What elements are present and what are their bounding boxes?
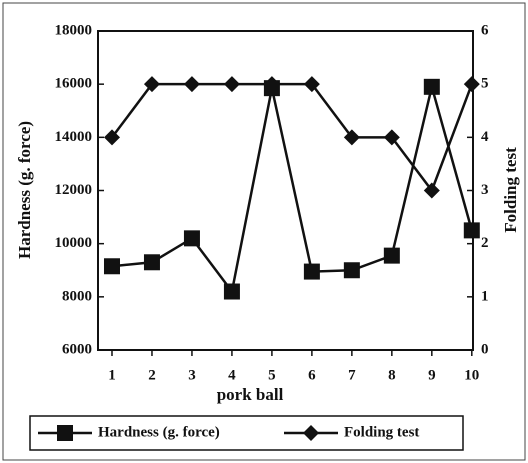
- marker: [144, 254, 160, 270]
- y-tick-label: 18000: [55, 22, 93, 38]
- y2-tick-label: 5: [481, 76, 489, 92]
- chart: pork ball Hardness (g. force) Folding te…: [0, 0, 528, 463]
- marker: [424, 79, 440, 95]
- series-line: [112, 87, 472, 292]
- y-tick-label: 10000: [55, 235, 93, 251]
- marker: [304, 264, 320, 280]
- y2-tick-label: 3: [481, 182, 489, 198]
- y2-tick-label: 2: [481, 235, 489, 251]
- y-tick-label: 12000: [55, 182, 93, 198]
- marker: [224, 76, 240, 92]
- marker: [184, 76, 200, 92]
- x-tick-label: 4: [228, 367, 236, 383]
- y2-tick-label: 0: [481, 341, 489, 357]
- marker: [224, 284, 240, 300]
- marker: [104, 258, 120, 274]
- marker: [344, 262, 360, 278]
- x-tick-label: 5: [268, 367, 276, 383]
- y-tick-label: 16000: [55, 76, 93, 92]
- legend-label: Folding test: [344, 424, 419, 440]
- y-tick-label: 8000: [62, 288, 92, 304]
- marker: [384, 248, 400, 264]
- y-tick-label: 6000: [62, 341, 92, 357]
- x-tick-label: 2: [148, 367, 156, 383]
- marker: [464, 222, 480, 238]
- y2-axis-title: Folding test: [501, 147, 520, 233]
- x-tick-label: 9: [428, 367, 436, 383]
- legend-marker: [57, 425, 73, 441]
- legend-label: Hardness (g. force): [98, 424, 220, 440]
- y2-tick-label: 1: [481, 288, 489, 304]
- y-tick-label: 14000: [55, 129, 93, 145]
- x-axis-title: pork ball: [217, 385, 284, 404]
- x-tick-label: 10: [464, 367, 479, 383]
- x-tick-label: 3: [188, 367, 196, 383]
- y2-tick-label: 4: [481, 129, 489, 145]
- marker: [184, 230, 200, 246]
- y2-tick-label: 6: [481, 22, 489, 38]
- y-axis-title: Hardness (g. force): [15, 121, 34, 259]
- x-tick-label: 6: [308, 367, 316, 383]
- marker: [464, 76, 480, 92]
- x-tick-label: 7: [348, 367, 356, 383]
- x-tick-label: 1: [108, 367, 116, 383]
- x-tick-label: 8: [388, 367, 396, 383]
